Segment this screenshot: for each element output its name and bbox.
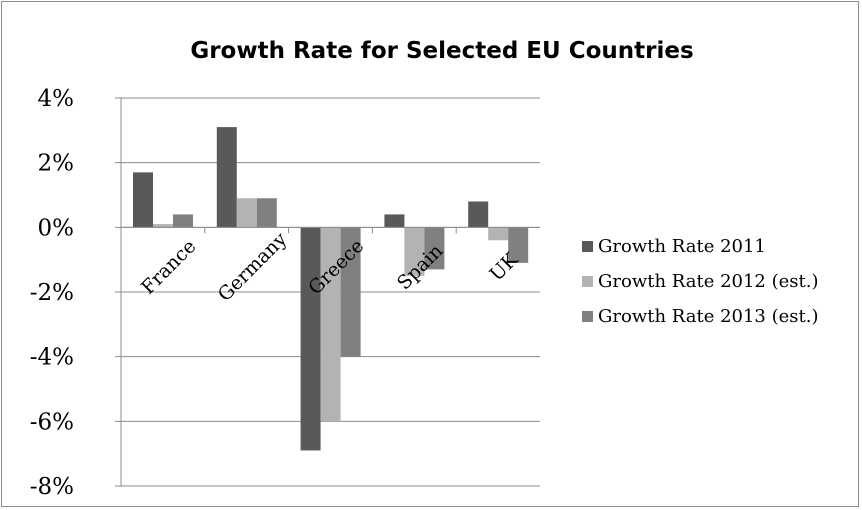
bars bbox=[133, 127, 529, 451]
axes bbox=[120, 98, 540, 486]
bar bbox=[508, 227, 529, 263]
category-label: Germany bbox=[214, 228, 292, 306]
bar bbox=[384, 214, 405, 228]
legend-swatch bbox=[582, 276, 593, 287]
legend-label: Growth Rate 2012 (est.) bbox=[598, 271, 819, 292]
y-tick-label: 4% bbox=[38, 86, 75, 112]
y-tick-label: -2% bbox=[30, 280, 74, 306]
bar bbox=[488, 227, 509, 241]
bar bbox=[300, 227, 321, 451]
y-tick-label: -8% bbox=[30, 474, 74, 500]
y-tick-labels: 4% 2% 0% -2% -4% -6% -8% bbox=[30, 86, 74, 500]
legend-swatch bbox=[582, 311, 593, 322]
y-tick-label: -4% bbox=[30, 345, 74, 371]
legend-label: Growth Rate 2013 (est.) bbox=[598, 306, 819, 327]
y-tick-label: -6% bbox=[30, 409, 74, 435]
bar bbox=[340, 227, 361, 357]
bar bbox=[216, 127, 237, 228]
bar bbox=[404, 227, 425, 276]
bar bbox=[173, 214, 193, 228]
bar bbox=[133, 172, 153, 228]
category-label: France bbox=[137, 235, 200, 298]
bar bbox=[153, 224, 173, 228]
bar bbox=[236, 198, 257, 228]
legend-label: Growth Rate 2011 bbox=[598, 236, 766, 257]
legend-swatch bbox=[582, 241, 593, 252]
legend: Growth Rate 2011 Growth Rate 2012 (est.) G… bbox=[582, 236, 819, 327]
bar bbox=[256, 198, 277, 228]
bar bbox=[468, 201, 489, 228]
bar bbox=[320, 227, 341, 422]
chart-title: Growth Rate for Selected EU Countries bbox=[190, 38, 693, 64]
bar bbox=[424, 227, 445, 270]
y-tick-label: 0% bbox=[38, 215, 75, 241]
y-tick-label: 2% bbox=[38, 151, 75, 177]
